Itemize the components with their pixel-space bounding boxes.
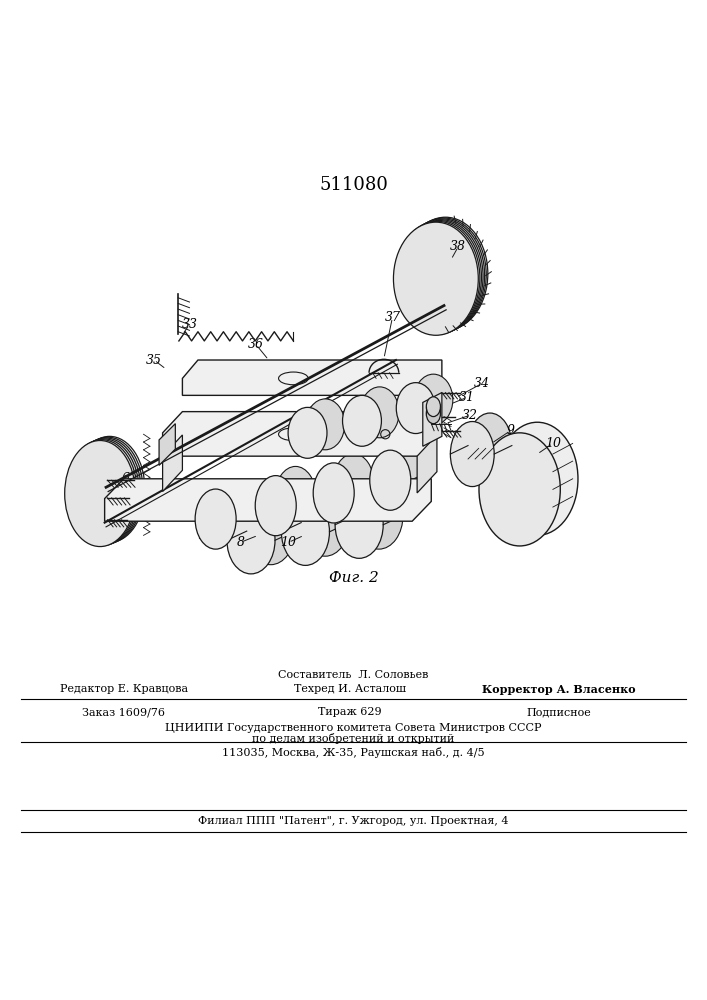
Text: 11: 11 [197,529,213,542]
Ellipse shape [64,441,135,547]
Ellipse shape [496,422,578,535]
Ellipse shape [426,397,440,417]
Text: по делам изобретений и открытий: по делам изобретений и открытий [252,733,455,744]
Ellipse shape [450,422,494,487]
Text: 6: 6 [122,472,130,485]
Text: 34: 34 [474,377,490,390]
Polygon shape [182,360,442,395]
Text: 10: 10 [545,437,561,450]
Text: 32: 32 [462,409,478,422]
Ellipse shape [360,387,399,438]
Ellipse shape [69,439,139,545]
Polygon shape [159,424,175,465]
Text: 8: 8 [236,536,245,549]
Text: 37: 37 [385,311,400,324]
Ellipse shape [396,383,435,434]
Ellipse shape [195,489,236,549]
Ellipse shape [397,221,481,334]
Ellipse shape [333,454,374,514]
Polygon shape [163,435,182,492]
Ellipse shape [71,438,141,544]
Text: 38: 38 [450,240,466,253]
Ellipse shape [398,220,483,333]
Ellipse shape [335,491,383,558]
Ellipse shape [426,404,440,424]
Text: 9: 9 [506,424,515,437]
Text: Заказ 1609/76: Заказ 1609/76 [82,707,165,717]
Text: Филиал ППП "Патент", г. Ужгород, ул. Проектная, 4: Филиал ППП "Патент", г. Ужгород, ул. Про… [198,816,509,826]
Text: Составитель  Л. Соловьев: Составитель Л. Соловьев [279,670,428,680]
Ellipse shape [402,218,486,331]
Text: 36: 36 [248,338,264,351]
Polygon shape [417,435,437,493]
Text: Фиг. 2: Фиг. 2 [329,571,378,585]
Polygon shape [423,393,442,446]
Ellipse shape [342,395,382,446]
Text: 7: 7 [211,518,220,531]
Ellipse shape [479,433,560,546]
Ellipse shape [247,498,295,565]
Polygon shape [163,412,438,456]
Text: 511080: 511080 [319,176,388,194]
Ellipse shape [468,413,512,478]
Text: 33: 33 [182,318,197,331]
Ellipse shape [66,440,137,546]
Ellipse shape [395,221,480,334]
Ellipse shape [72,437,143,543]
Ellipse shape [313,463,354,523]
Ellipse shape [255,476,296,536]
Text: 113035, Москва, Ж-35, Раушская наб., д. 4/5: 113035, Москва, Ж-35, Раушская наб., д. … [222,747,485,758]
Text: 31: 31 [459,391,474,404]
Ellipse shape [288,407,327,458]
Text: Тираж 629: Тираж 629 [318,707,382,717]
Ellipse shape [227,507,275,574]
Ellipse shape [305,399,345,450]
Text: 10: 10 [281,536,296,549]
Ellipse shape [400,219,485,332]
Ellipse shape [390,441,431,501]
Text: 35: 35 [146,354,162,367]
Ellipse shape [393,222,478,335]
Text: Техред И. Асталош: Техред И. Асталош [294,684,406,694]
Ellipse shape [215,480,256,540]
Polygon shape [105,479,431,521]
Ellipse shape [275,466,316,527]
Text: ЦНИИПИ Государственного комитета Совета Министров СССР: ЦНИИПИ Государственного комитета Совета … [165,723,542,733]
Ellipse shape [414,374,452,425]
Ellipse shape [301,489,349,556]
Text: Подписное: Подписное [526,707,591,717]
Ellipse shape [355,482,403,549]
Text: Корректор А. Власенко: Корректор А. Власенко [481,684,636,695]
Ellipse shape [281,498,329,565]
Text: Редактор Е. Кравцова: Редактор Е. Кравцова [59,684,188,694]
Ellipse shape [370,450,411,510]
